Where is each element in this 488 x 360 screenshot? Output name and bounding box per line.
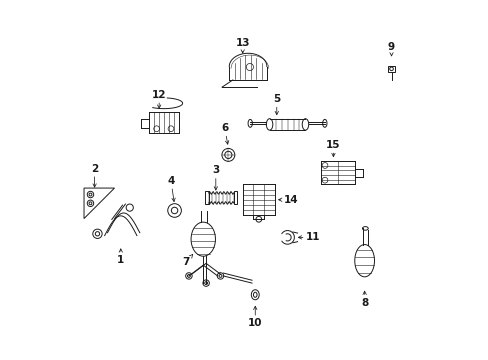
Text: 5: 5 (273, 94, 280, 115)
Text: 13: 13 (235, 38, 249, 53)
Text: 9: 9 (387, 42, 394, 56)
Text: 8: 8 (360, 291, 367, 308)
Bar (387, 66, 394, 72)
Text: 2: 2 (91, 163, 98, 187)
Text: 6: 6 (221, 123, 228, 144)
Text: 12: 12 (152, 90, 166, 108)
Text: 10: 10 (247, 306, 262, 328)
Text: 7: 7 (183, 255, 192, 267)
Text: 4: 4 (167, 176, 175, 202)
Text: 14: 14 (278, 195, 298, 205)
Bar (233, 192, 237, 204)
Text: 15: 15 (325, 140, 340, 157)
Text: 11: 11 (298, 232, 320, 242)
Text: 3: 3 (212, 165, 219, 190)
Text: 1: 1 (117, 249, 124, 265)
Bar (204, 192, 208, 204)
